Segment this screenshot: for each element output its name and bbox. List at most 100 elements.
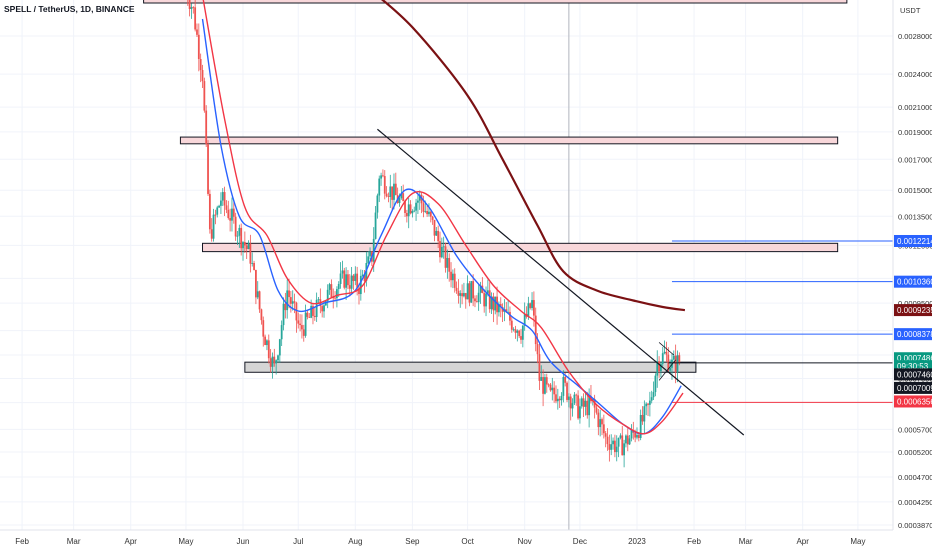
- candle-body: [470, 281, 473, 303]
- candle: [542, 369, 544, 407]
- price-tick-label: 0.0004700: [898, 473, 932, 482]
- candle-body: [483, 293, 486, 307]
- price-badge-label: 0.0009235: [897, 306, 932, 315]
- candle: [231, 197, 233, 232]
- candle: [234, 212, 237, 241]
- candle-body: [286, 290, 289, 311]
- candle: [304, 304, 307, 338]
- candle-body: [534, 315, 537, 345]
- candle-body: [521, 325, 524, 340]
- candle: [639, 409, 642, 441]
- candle-body: [347, 274, 349, 286]
- candle-body: [634, 432, 637, 438]
- price-axis[interactable]: 0.0028000 0.0024000 0.0021000 0.0019000 0.00…: [892, 0, 932, 530]
- candle-body: [249, 243, 252, 264]
- candle-body: [660, 363, 662, 372]
- candle-body: [625, 435, 627, 444]
- candle: [571, 398, 574, 417]
- candle-body: [472, 281, 475, 299]
- candle: [208, 189, 211, 234]
- time-axis[interactable]: Feb Mar Apr May Jun Jul Aug Sep Oct Nov Dec 2023 Feb…: [0, 529, 893, 546]
- candle: [411, 209, 414, 218]
- candle: [350, 266, 353, 293]
- candle-body: [232, 208, 235, 217]
- candle-body: [229, 218, 232, 221]
- candle-body: [553, 387, 556, 395]
- candle: [324, 300, 327, 307]
- candle: [444, 242, 447, 273]
- candle-body: [409, 204, 412, 214]
- candle-body: [516, 330, 519, 333]
- candle: [498, 301, 500, 317]
- candle: [612, 437, 614, 450]
- candle-body: [584, 400, 587, 407]
- candle-body: [350, 275, 353, 289]
- candles-layer: [187, 0, 681, 468]
- candle: [604, 430, 607, 448]
- candle: [621, 425, 624, 456]
- candle: [284, 292, 287, 319]
- candle: [579, 398, 581, 424]
- time-tick-label: Jul: [293, 537, 303, 546]
- candle: [288, 278, 290, 309]
- candle: [415, 198, 417, 221]
- candle: [354, 266, 357, 286]
- support-zone: [244, 361, 697, 373]
- candle: [545, 373, 548, 393]
- candle: [240, 223, 243, 256]
- candle: [207, 140, 209, 196]
- candle-body: [199, 59, 202, 71]
- candle-body: [435, 230, 438, 236]
- candle: [520, 328, 522, 344]
- candle-body: [220, 200, 222, 206]
- price-badge-label: 0.0007460: [897, 370, 932, 379]
- candle: [584, 391, 587, 416]
- candle-body: [260, 309, 263, 321]
- candle: [227, 200, 230, 220]
- candle: [262, 316, 265, 347]
- candle-body: [466, 283, 469, 300]
- candle-body: [431, 216, 434, 220]
- candle: [567, 393, 570, 408]
- candle: [405, 209, 408, 223]
- candle-body: [613, 440, 616, 453]
- candle: [313, 306, 316, 321]
- candle-body: [490, 296, 493, 310]
- candle-body: [192, 7, 195, 8]
- currency-label: USDT: [900, 6, 921, 15]
- candle: [472, 274, 475, 307]
- candle-body: [365, 263, 368, 281]
- candle: [264, 334, 267, 346]
- candle-body: [289, 297, 292, 304]
- candle: [205, 105, 208, 148]
- candle: [488, 282, 491, 313]
- candle: [518, 329, 521, 339]
- candle-body: [332, 297, 335, 299]
- candle-body: [564, 376, 567, 383]
- candle-body: [361, 274, 364, 276]
- candle-body: [444, 246, 447, 268]
- price-badge: 0.0008378: [894, 328, 932, 341]
- time-tick-label: Apr: [796, 537, 809, 546]
- candle: [451, 269, 454, 289]
- candle: [319, 288, 322, 314]
- candle-body: [601, 419, 603, 425]
- time-tick-label: Dec: [573, 537, 587, 546]
- candle: [308, 313, 311, 319]
- candle-body: [378, 178, 381, 196]
- candle: [326, 284, 329, 309]
- candle-body: [643, 406, 646, 422]
- candle: [521, 324, 524, 348]
- candle: [352, 273, 355, 290]
- candle-body: [448, 257, 451, 272]
- candle-body: [641, 414, 644, 422]
- price-tick-label: 0.0005700: [898, 425, 932, 434]
- candle: [573, 391, 576, 405]
- resistance-zone: [202, 242, 839, 253]
- candle: [652, 381, 655, 400]
- candle-body: [509, 311, 511, 321]
- candle-body: [636, 434, 638, 438]
- candle: [266, 339, 268, 351]
- price-badge-bg: [894, 395, 932, 408]
